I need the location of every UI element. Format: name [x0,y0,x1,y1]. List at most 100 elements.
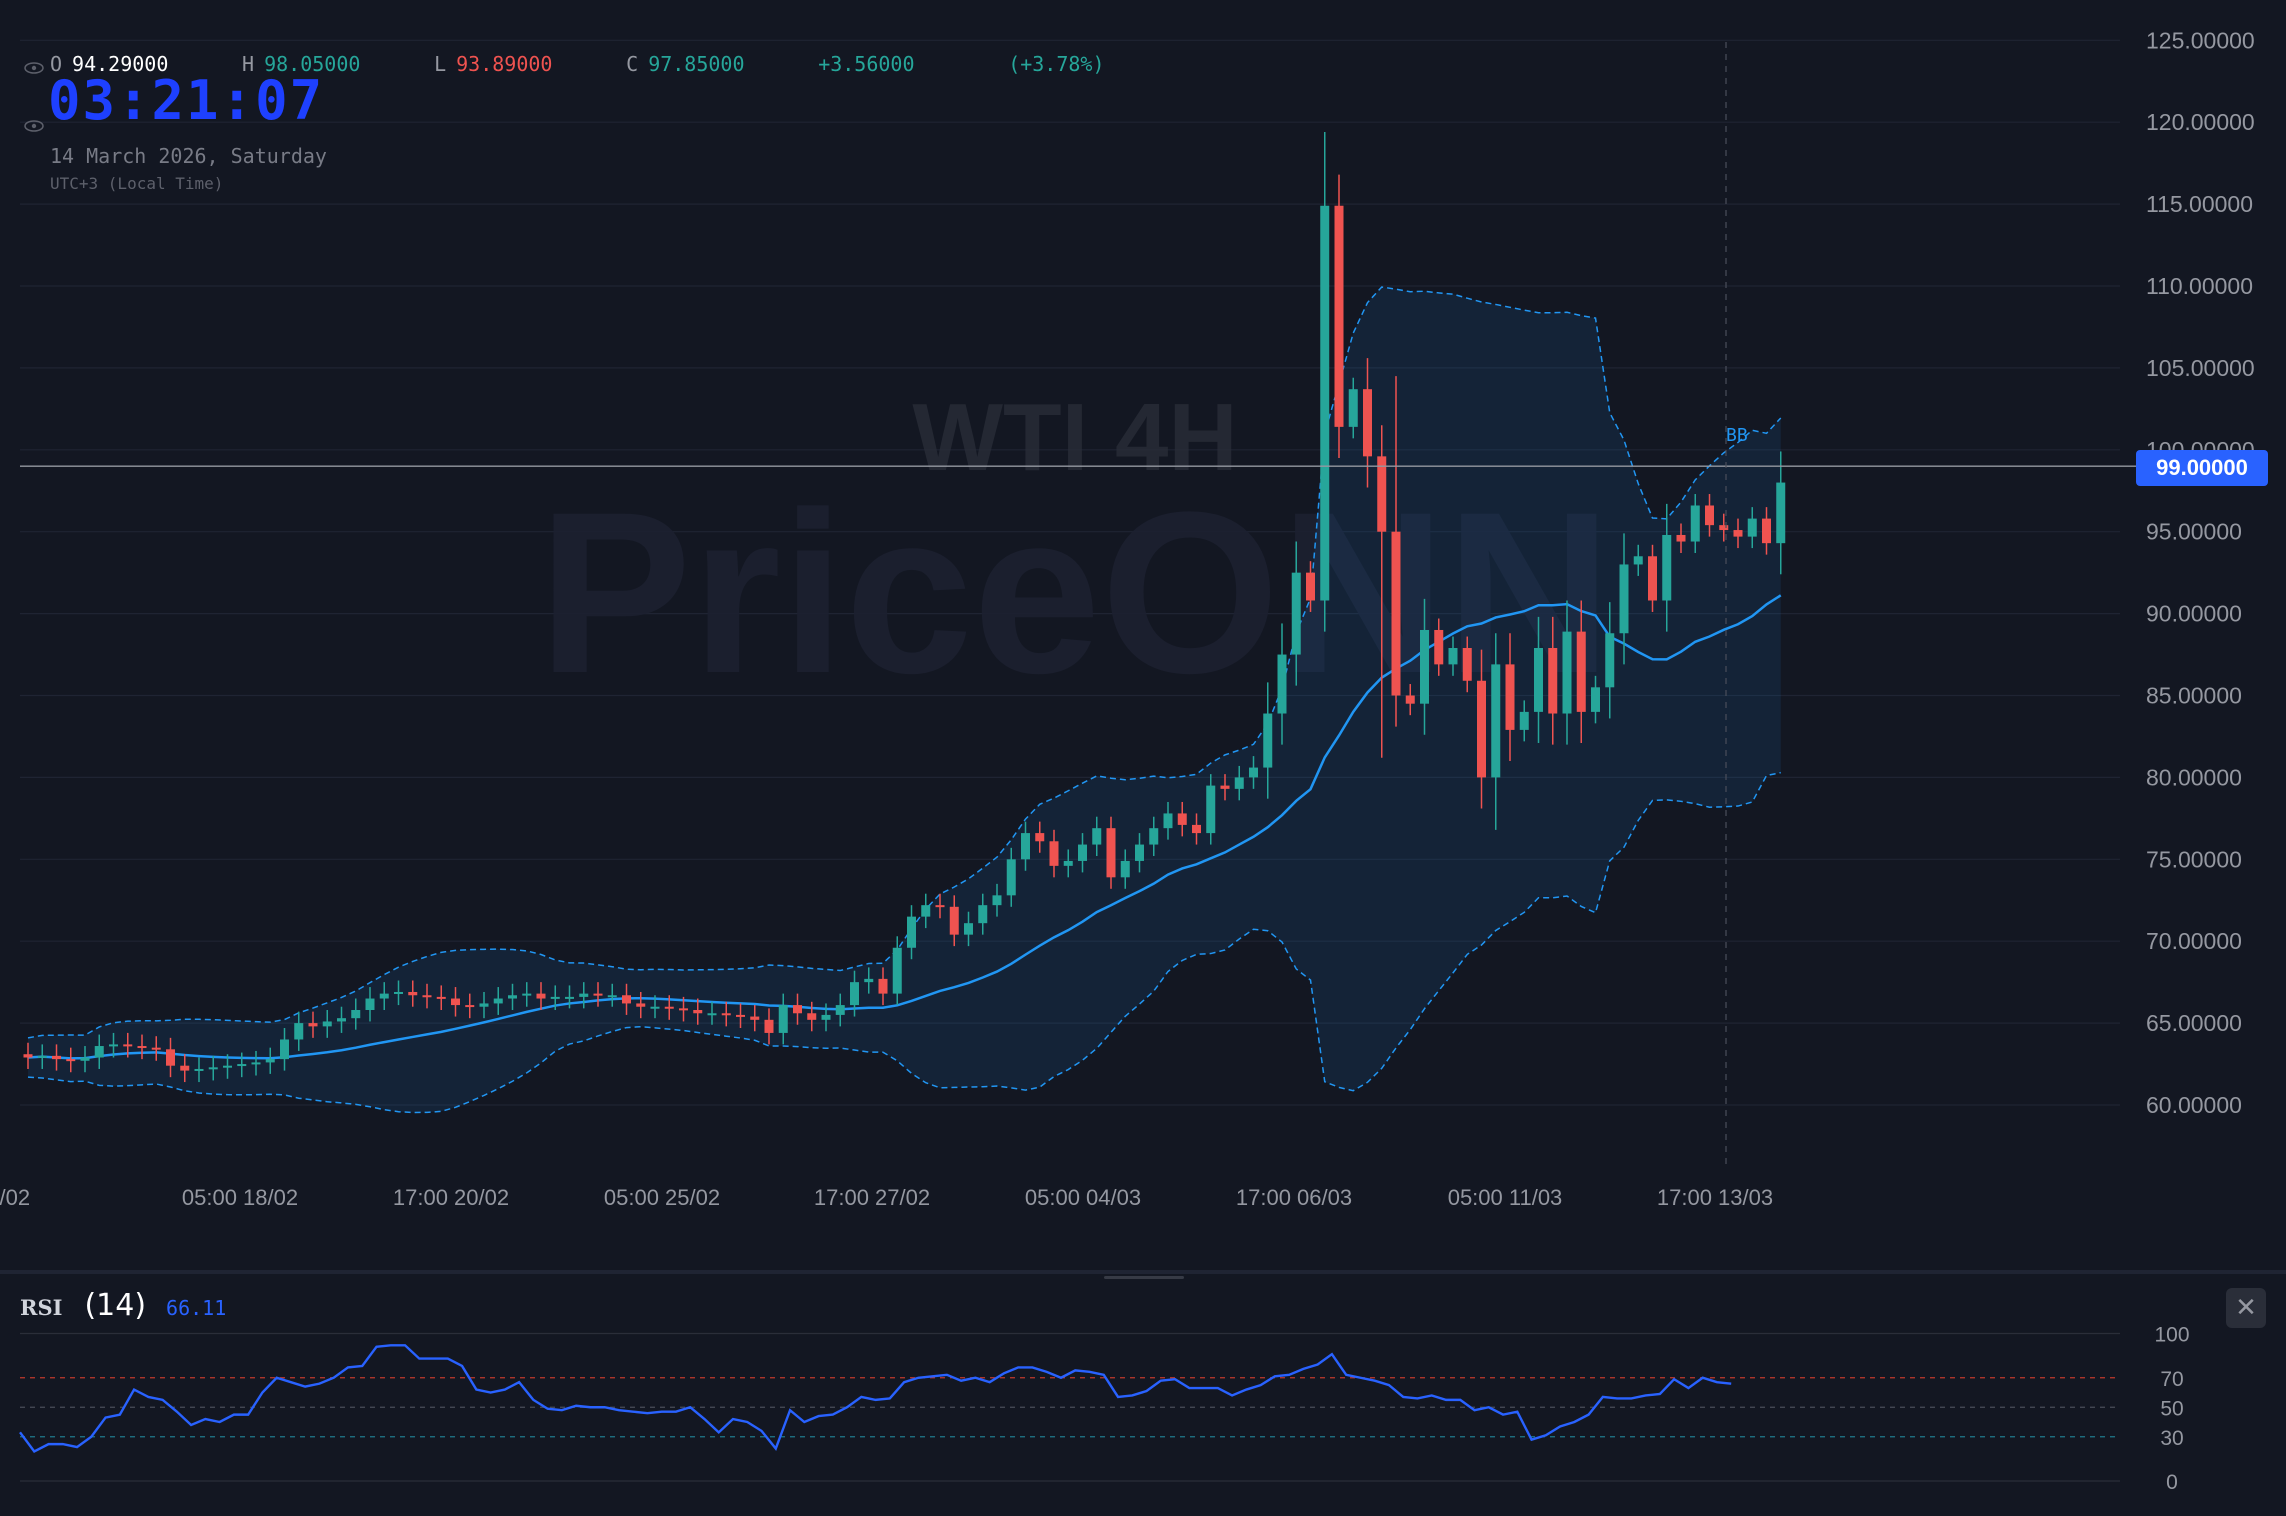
candle-body [1277,654,1287,714]
candle-body [750,1016,760,1020]
close-rsi-button[interactable]: ✕ [2226,1288,2266,1328]
candle [907,905,916,960]
candle [921,893,931,929]
candle-body [1263,713,1273,768]
candle [1448,636,1458,676]
candle-body [1534,647,1543,712]
candle [1021,821,1030,871]
y-tick-label: 115.00000 [2146,191,2253,217]
candle [1719,513,1729,542]
candle [1263,682,1273,799]
candle [1462,636,1472,693]
open-value: 94.29000 [72,52,169,76]
candle [451,987,460,1017]
candle-body [1477,680,1486,778]
candle [1762,507,1771,555]
rsi-period: (14) [84,1288,147,1323]
candle [522,982,532,1007]
candle-body [1548,647,1558,714]
change-percent: (+3.78%) [1008,52,1105,76]
x-tick-label: 17:00 20/02 [393,1185,509,1210]
candle [1676,523,1686,553]
bb-label: BB [1726,425,1748,446]
bb-lower [27,771,1781,1114]
candle-body [1462,647,1472,681]
candle [636,991,646,1019]
candle [1776,451,1786,575]
candle-body [1605,633,1615,688]
candle-body [807,1013,817,1020]
candle-body [1448,647,1458,665]
candle-body [465,1005,475,1008]
candle [793,993,802,1025]
x-tick-label: 05:00 04/03 [1025,1185,1141,1210]
candle [778,993,788,1045]
candle [693,998,703,1025]
candle [365,987,375,1022]
candle [1605,602,1615,719]
candle [436,985,446,1010]
candle-body [1690,505,1700,542]
candle [935,893,945,919]
candle [978,893,988,935]
y-tick-label: 95.00000 [2146,519,2242,545]
candle [1277,623,1287,745]
candle [1049,829,1059,878]
candle [1320,132,1330,632]
candle-body [109,1044,118,1047]
candle-body [223,1065,232,1068]
y-tick-label: 65.00000 [2146,1010,2242,1036]
candle-body [1092,828,1102,845]
candle-body [379,993,389,999]
candle-body [793,1005,802,1014]
candle [194,1057,204,1083]
candle [237,1052,247,1078]
candle [807,1001,817,1032]
candle [166,1037,175,1078]
high-label: H [242,52,255,76]
candle [422,983,432,1009]
candle [1405,684,1415,716]
candle [465,993,475,1019]
eye-icon[interactable] [24,62,44,74]
candle-body [23,1054,33,1058]
candle-body [1078,844,1087,861]
candle [223,1054,232,1079]
candle-body [1719,525,1729,531]
rsi-tick-label: 50 [2160,1397,2183,1420]
open-label: O [50,52,63,76]
timezone-display[interactable]: UTC+3 (Local Time) [50,174,224,193]
candle-body [479,1003,489,1007]
candle [493,987,503,1015]
candle [1747,507,1757,549]
candle-body [351,1009,361,1019]
candle [1063,849,1073,878]
candle [1177,801,1187,837]
candle [1291,541,1301,686]
candle [992,883,1002,917]
pane-divider [0,1270,2286,1274]
candle [650,995,660,1019]
candle [379,982,389,1010]
candle [52,1044,61,1071]
candle-body [1135,844,1144,861]
clock-display: 03:21:07 [48,69,325,132]
candle-body [607,995,617,998]
candle [607,983,617,1007]
candle [94,1034,104,1069]
rsi-title: RSI [20,1295,63,1320]
candle [1306,561,1315,612]
candle [251,1050,261,1076]
candle-body [1206,785,1216,834]
candle-body [721,1013,731,1016]
candle [1619,533,1629,665]
eye-icon[interactable] [24,120,44,132]
candle-body [436,996,446,999]
candle-body [1334,205,1344,427]
candle-body [451,998,460,1006]
candle-body [1705,505,1714,526]
candle [1120,849,1130,889]
candle [109,1032,118,1058]
